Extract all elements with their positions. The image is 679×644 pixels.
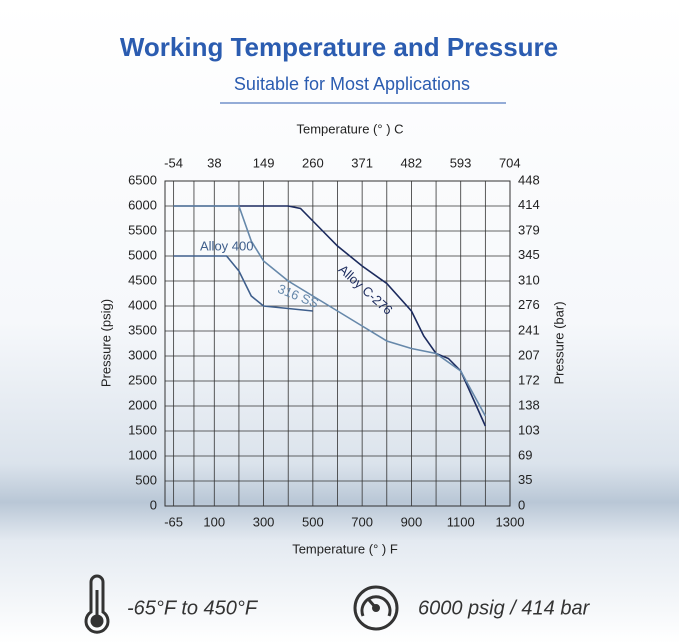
y-tick-label: 0 <box>150 497 157 512</box>
series-label: Alloy 400 <box>200 238 253 253</box>
y-tick-label: 6000 <box>128 197 157 212</box>
y2-tick-label: 448 <box>518 172 540 187</box>
x2-tick-label: 371 <box>351 155 373 170</box>
y2-tick-label: 414 <box>518 197 540 212</box>
x2-tick-label: 482 <box>400 155 422 170</box>
y2-tick-label: 310 <box>518 273 540 288</box>
thermometer-icon <box>84 574 110 634</box>
y2-tick-label: 35 <box>518 472 532 487</box>
x-tick-label: 300 <box>253 514 275 529</box>
y-tick-label: 4500 <box>128 272 157 287</box>
y2-tick-label: 172 <box>518 373 540 388</box>
x2-axis-label: Temperature (° ) C <box>296 121 403 136</box>
gauge-icon <box>353 585 399 631</box>
y2-tick-label: 345 <box>518 247 540 262</box>
x-tick-label: 500 <box>302 514 324 529</box>
x-tick-label: 700 <box>351 514 373 529</box>
y2-tick-label: 69 <box>518 447 532 462</box>
y-tick-label: 1500 <box>128 422 157 437</box>
x-tick-label: 100 <box>203 514 225 529</box>
y-tick-label: 6500 <box>128 172 157 187</box>
x2-tick-label: 593 <box>450 155 472 170</box>
y-tick-label: 2000 <box>128 397 157 412</box>
y2-tick-label: 0 <box>518 497 525 512</box>
x2-tick-label: -54 <box>164 155 183 170</box>
y2-tick-label: 379 <box>518 222 540 237</box>
y2-tick-label: 276 <box>518 297 540 312</box>
x-tick-label: 900 <box>401 514 423 529</box>
y2-tick-label: 241 <box>518 323 540 338</box>
x-tick-label: 1100 <box>447 514 475 529</box>
y-tick-label: 4000 <box>128 297 157 312</box>
y-tick-label: 3000 <box>128 347 157 362</box>
chart-subtitle: Suitable for Most Applications <box>234 74 470 94</box>
x2-tick-label: 704 <box>499 155 521 170</box>
x-tick-label: -65 <box>164 514 183 529</box>
y2-axis-label: Pressure (bar) <box>551 301 566 384</box>
chart-title: Working Temperature and Pressure <box>120 32 558 62</box>
x2-tick-label: 149 <box>253 155 275 170</box>
series-line <box>173 205 487 427</box>
y2-tick-label: 138 <box>518 397 540 412</box>
y-tick-label: 5500 <box>128 222 157 237</box>
x-tick-label: 1300 <box>496 514 525 529</box>
y2-tick-label: 103 <box>518 423 540 438</box>
series-line <box>173 205 487 417</box>
y-tick-label: 2500 <box>128 372 157 387</box>
x-axis-label: Temperature (° ) F <box>292 541 398 556</box>
y2-tick-label: 207 <box>518 347 540 362</box>
series-line <box>173 255 313 312</box>
feature-temperature: -65°F to 450°F <box>127 597 259 619</box>
y-tick-label: 500 <box>135 472 157 487</box>
x2-tick-label: 38 <box>207 155 221 170</box>
feature-pressure: 6000 psig / 414 bar <box>418 597 591 619</box>
y-tick-label: 1000 <box>128 447 157 462</box>
x2-tick-label: 260 <box>302 155 324 170</box>
y-tick-label: 3500 <box>128 322 157 337</box>
y-axis-label: Pressure (psig) <box>98 299 113 387</box>
y-tick-label: 5000 <box>128 247 157 262</box>
